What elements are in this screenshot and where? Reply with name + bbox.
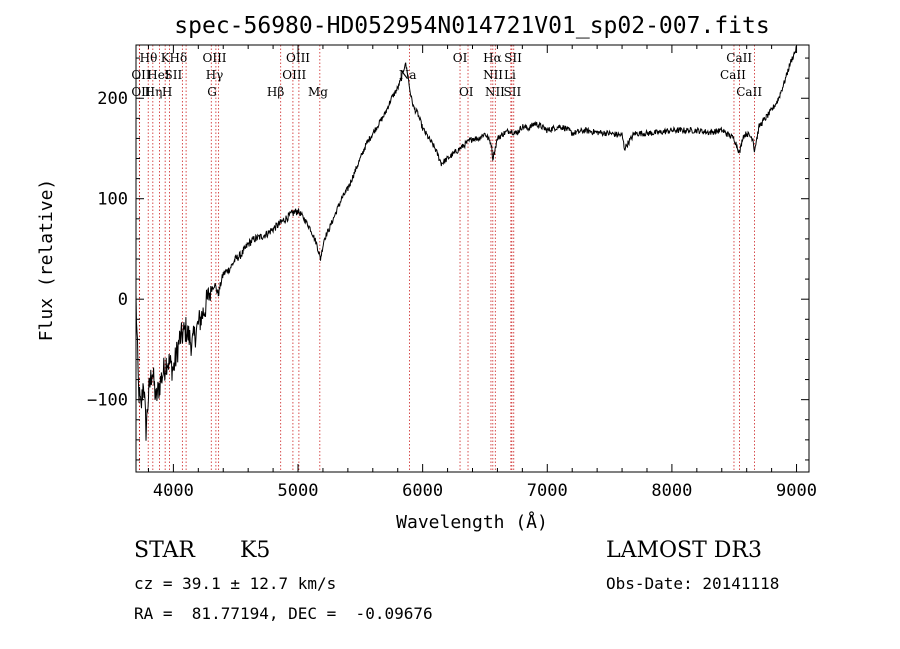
line-label: G	[207, 85, 217, 99]
object-subclass: K5	[240, 538, 271, 563]
line-label: H	[162, 85, 172, 99]
y-tick-label: 200	[97, 89, 128, 109]
coordinates-readout: RA = 81.77194, DEC = -0.09676	[134, 604, 433, 623]
line-label: Hθ	[140, 51, 158, 65]
line-label: Mg	[308, 85, 328, 99]
line-label: Hγ	[206, 68, 224, 82]
line-label: OIII	[282, 68, 306, 82]
line-label: OIII	[202, 51, 226, 65]
line-label: K	[161, 51, 171, 65]
line-label: Hη	[145, 85, 163, 99]
line-label: CaII	[736, 85, 762, 99]
y-tick-label: 0	[118, 290, 128, 310]
line-label: SII	[165, 68, 183, 82]
spectrum-series-line	[135, 46, 797, 441]
line-label: OIII	[286, 51, 310, 65]
line-label: OI	[453, 51, 468, 65]
line-label: CaII	[720, 68, 746, 82]
x-tick-label: 9000	[776, 481, 817, 501]
line-label: Li	[504, 68, 516, 82]
x-axis-label: Wavelength (Å)	[396, 511, 548, 533]
spectral-line-markers	[138, 45, 755, 472]
x-tick-label: 8000	[651, 481, 692, 501]
y-axis-label: Flux (relative)	[36, 179, 57, 342]
line-label: Hδ	[170, 51, 188, 65]
x-tick-label: 6000	[402, 481, 443, 501]
object-class: STAR	[134, 538, 195, 563]
line-label: SII	[504, 85, 522, 99]
chart-title: spec-56980-HD052954N014721V01_sp02-007.f…	[174, 13, 769, 39]
line-label: NII	[483, 68, 503, 82]
y-axis-ticks: −100 0 100 200	[87, 57, 809, 461]
line-label: CaII	[726, 51, 752, 65]
line-label: OI	[459, 85, 474, 99]
y-tick-label: 100	[97, 190, 128, 210]
redshift-readout: cz = 39.1 ± 12.7 km/s	[134, 574, 337, 593]
observation-date: Obs-Date: 20141118	[606, 574, 780, 593]
y-tick-label: −100	[87, 391, 128, 411]
x-tick-label: 7000	[527, 481, 568, 501]
line-label: Hβ	[267, 85, 284, 99]
line-label: Hα	[483, 51, 502, 65]
line-label: SII	[504, 51, 522, 65]
x-tick-label: 4000	[153, 481, 194, 501]
x-tick-label: 5000	[278, 481, 319, 501]
survey-name: LAMOST DR3	[606, 538, 762, 563]
x-axis-ticks: 4000 5000 6000 7000 8000 9000	[147, 45, 817, 501]
line-label: HeI	[147, 68, 170, 82]
line-label: NII	[485, 85, 505, 99]
